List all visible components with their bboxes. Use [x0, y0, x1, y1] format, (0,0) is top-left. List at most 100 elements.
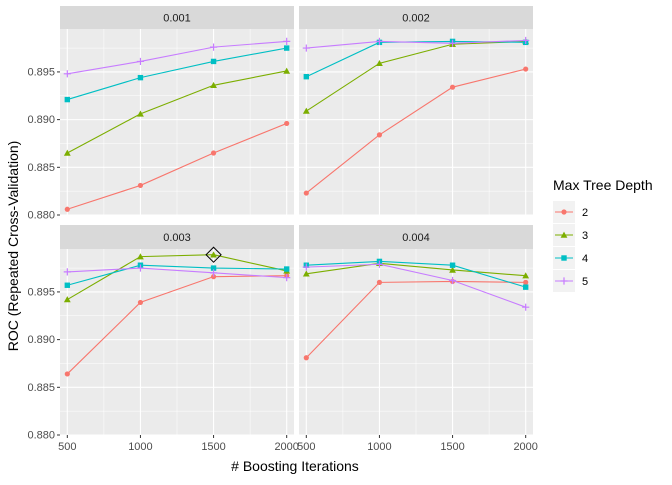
- series-line: [306, 40, 526, 112]
- x-tick-label: 1500: [201, 441, 225, 453]
- series-line: [66, 275, 287, 375]
- x-tick-label: 2000: [513, 441, 537, 453]
- series-line: [67, 122, 287, 210]
- point-marker: [561, 209, 567, 215]
- series-line: [67, 267, 287, 279]
- point-marker: [375, 37, 384, 45]
- point-marker: [283, 67, 291, 74]
- point-marker: [302, 107, 310, 114]
- y-tick-label: 0.890: [27, 114, 55, 126]
- y-tick-label: 0.885: [27, 162, 55, 174]
- point-marker: [522, 284, 529, 290]
- legend-label: 5: [582, 276, 588, 288]
- point-marker: [522, 303, 530, 311]
- point-marker: [64, 206, 70, 212]
- series-5: [302, 260, 530, 311]
- series-5: [63, 264, 291, 282]
- series-2: [303, 278, 529, 361]
- facet-strip-label: 0.001: [163, 13, 191, 25]
- series-line: [67, 47, 287, 101]
- point-marker: [302, 263, 310, 271]
- series-line: [306, 260, 526, 288]
- legend-item-3: 3: [553, 224, 588, 246]
- point-marker: [449, 266, 456, 273]
- point-marker: [137, 253, 144, 260]
- point-marker: [302, 44, 310, 52]
- point-marker: [303, 355, 309, 361]
- x-tick-label: 1000: [367, 441, 391, 453]
- y-tick-label: 0.885: [27, 382, 55, 394]
- series-3: [63, 67, 291, 156]
- point-marker: [63, 296, 71, 303]
- point-marker: [449, 262, 456, 268]
- point-marker: [560, 231, 568, 238]
- point-marker: [376, 279, 383, 285]
- facet-strip: [60, 225, 294, 249]
- legend: Max Tree Depth 2 3 4 5: [553, 177, 653, 292]
- point-marker: [137, 74, 144, 81]
- point-marker: [284, 120, 290, 127]
- series-5: [63, 37, 291, 78]
- series-line: [67, 264, 287, 286]
- series-line: [305, 280, 526, 359]
- point-marker: [448, 39, 457, 47]
- point-marker: [303, 73, 310, 80]
- point-marker: [283, 274, 291, 282]
- point-marker: [522, 36, 530, 45]
- facet-strip: [299, 225, 533, 249]
- point-marker: [448, 276, 457, 285]
- point-marker: [561, 255, 567, 261]
- facet-panel: 0.001: [60, 6, 294, 216]
- point-marker: [137, 110, 144, 117]
- series-3: [63, 251, 291, 303]
- series-line: [306, 262, 526, 277]
- point-marker: [210, 150, 217, 156]
- legend-label: 3: [582, 230, 588, 242]
- series-2: [303, 66, 529, 196]
- point-marker: [63, 268, 71, 276]
- point-marker: [210, 58, 217, 65]
- point-marker: [64, 371, 70, 377]
- point-marker: [560, 277, 568, 285]
- point-marker: [136, 264, 145, 272]
- point-marker: [376, 132, 383, 138]
- point-marker: [63, 70, 71, 78]
- legend-item-4: 4: [553, 247, 588, 269]
- series-5: [302, 36, 530, 52]
- x-tick-label: 1000: [128, 441, 152, 453]
- point-marker: [64, 282, 71, 288]
- series-4: [64, 45, 290, 103]
- series-2: [64, 273, 290, 377]
- best-model-marker: [205, 246, 222, 263]
- x-tick-label: 500: [58, 441, 76, 453]
- point-marker: [376, 59, 383, 67]
- facet-strip: [299, 6, 533, 29]
- y-tick-label: 0.880: [27, 210, 55, 222]
- point-marker: [522, 272, 530, 279]
- series-line: [305, 68, 526, 194]
- facet-panel: 0.002: [299, 6, 533, 216]
- y-tick-label: 0.880: [27, 430, 55, 442]
- facet-strip-label: 0.003: [163, 232, 191, 244]
- facet-strip-label: 0.004: [402, 232, 430, 244]
- y-tick-label: 0.895: [27, 286, 55, 298]
- x-axis-label: # Boosting Iterations: [231, 458, 359, 474]
- point-marker: [283, 45, 290, 51]
- point-marker: [523, 279, 529, 285]
- point-marker: [210, 274, 217, 280]
- point-marker: [136, 57, 145, 66]
- facet-strip: [60, 6, 294, 29]
- point-marker: [375, 260, 384, 268]
- legend-label: 2: [582, 207, 588, 219]
- point-marker: [137, 182, 144, 189]
- x-tick-label: 2000: [274, 441, 298, 453]
- y-tick-label: 0.890: [27, 334, 55, 346]
- legend-title: Max Tree Depth: [553, 177, 653, 193]
- legend-item-2: 2: [553, 201, 588, 223]
- facet-strip-label: 0.002: [402, 13, 430, 25]
- facet-panel: 0.004: [299, 225, 533, 436]
- point-marker: [303, 190, 309, 196]
- legend-label: 4: [582, 253, 588, 265]
- series-line: [67, 70, 287, 154]
